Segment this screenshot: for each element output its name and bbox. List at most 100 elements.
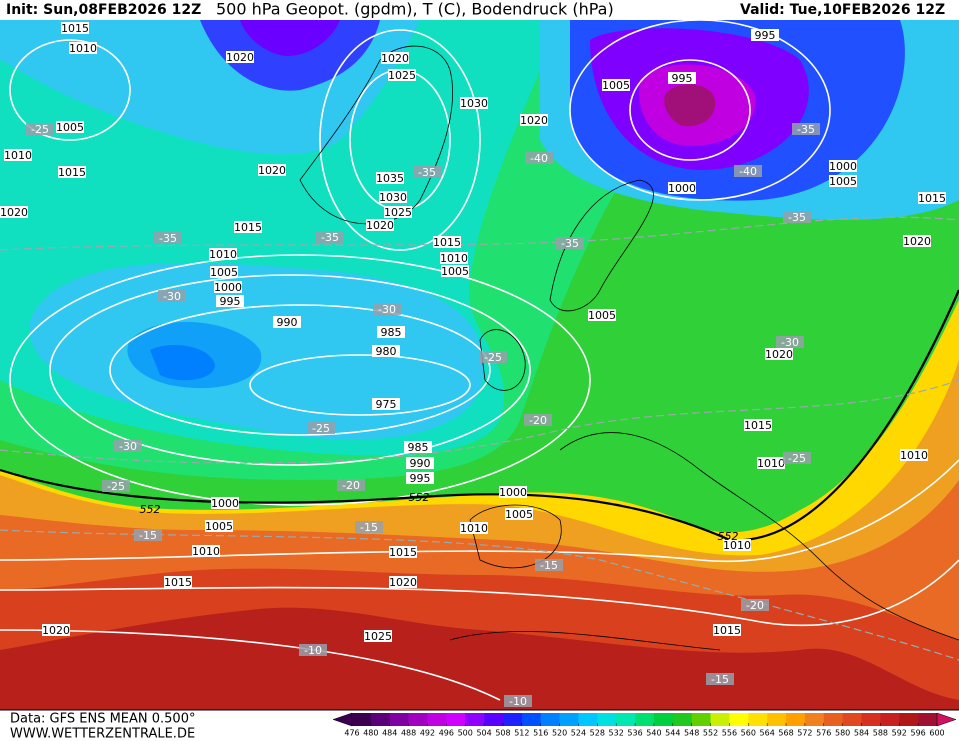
colorbar-swatch bbox=[502, 713, 523, 726]
isobar-label-bg bbox=[668, 182, 696, 194]
colorbar-label: 476 bbox=[344, 729, 359, 738]
isobar-label: 995 bbox=[220, 295, 241, 308]
temperature-label: -25 bbox=[31, 123, 49, 136]
temperature-label-bg bbox=[158, 290, 186, 302]
isobar-label-bg bbox=[744, 419, 772, 431]
isobar-label: 1015 bbox=[61, 22, 89, 35]
isobar-label: 1020 bbox=[381, 52, 409, 65]
colorbar-swatch bbox=[767, 713, 787, 726]
colorbar-label: 532 bbox=[609, 729, 624, 738]
colorbar-label: 544 bbox=[665, 729, 680, 738]
temperature-label: -35 bbox=[797, 123, 815, 136]
isobar-label: 1000 bbox=[829, 160, 857, 173]
isobar-label-bg bbox=[757, 457, 785, 469]
temperature-label-bg bbox=[299, 644, 327, 656]
temperature-label-bg bbox=[355, 521, 383, 533]
isobar-label-bg bbox=[765, 348, 793, 360]
isobar-label-bg bbox=[505, 508, 533, 520]
colorbar-swatch bbox=[748, 713, 768, 726]
isobar-label-bg bbox=[234, 221, 262, 233]
isobar-label: 995 bbox=[410, 472, 431, 485]
isobar-label: 1020 bbox=[389, 576, 417, 589]
colorbar-label: 552 bbox=[703, 729, 718, 738]
isobar-label-bg bbox=[384, 206, 412, 218]
colorbar-swatch bbox=[918, 713, 938, 726]
isobar-label-bg bbox=[751, 29, 779, 41]
isobar-label: 1000 bbox=[214, 281, 242, 294]
temperature-label-bg bbox=[26, 123, 54, 135]
isobar-label: 1005 bbox=[210, 266, 238, 279]
temperature-label-bg bbox=[134, 529, 162, 541]
temperature-label-bg bbox=[337, 479, 365, 491]
isobar-label: 995 bbox=[755, 29, 776, 42]
colorbar-label: 524 bbox=[571, 729, 586, 738]
isobar-label-bg bbox=[376, 172, 404, 184]
colorbar-label: 488 bbox=[401, 729, 416, 738]
colorbar-label: 564 bbox=[760, 729, 775, 738]
isobar-label-bg bbox=[389, 576, 417, 588]
colorbar-swatch bbox=[804, 713, 825, 726]
isobar-label: 1010 bbox=[192, 545, 220, 558]
isobar-label: 1010 bbox=[209, 248, 237, 261]
isobar-label: 1020 bbox=[0, 206, 28, 219]
colorbar-swatch bbox=[559, 713, 579, 726]
colorbar-arrow-left bbox=[332, 712, 353, 727]
isobar-label-bg bbox=[460, 97, 488, 109]
isobar-label: 1005 bbox=[588, 309, 616, 322]
isobar-label: 1020 bbox=[765, 348, 793, 361]
isobar-label-bg bbox=[42, 624, 70, 636]
isobar-label: 1020 bbox=[42, 624, 70, 637]
temperature-label: -10 bbox=[509, 695, 527, 708]
temperature-label: -35 bbox=[561, 237, 579, 250]
isobar-label: 1010 bbox=[900, 449, 928, 462]
site: WWW.WETTERZENTRALE.DE bbox=[10, 727, 195, 741]
colorbar-swatch bbox=[729, 713, 749, 726]
isobar-label-bg bbox=[668, 72, 696, 84]
temperature-label-bg bbox=[706, 673, 734, 685]
isobar-label-bg bbox=[388, 69, 416, 81]
isobar-label: 1005 bbox=[205, 520, 233, 533]
isobar-label: 1010 bbox=[460, 522, 488, 535]
colorbar-swatch bbox=[899, 713, 919, 726]
init-time: Init: Sun,08FEB2026 12Z bbox=[6, 2, 201, 18]
isobar-label: 1020 bbox=[258, 164, 286, 177]
colorbar-swatch bbox=[786, 713, 806, 726]
map-field bbox=[0, 20, 959, 710]
colorbar-swatch bbox=[710, 713, 730, 726]
colorbar-swatch bbox=[389, 713, 409, 726]
isobar-label: 1000 bbox=[211, 497, 239, 510]
isobar-label-bg bbox=[381, 52, 409, 64]
isobar-label-bg bbox=[433, 236, 461, 248]
colorbar-label: 576 bbox=[816, 729, 831, 738]
isobar-label-bg bbox=[379, 191, 407, 203]
isobar-label: 985 bbox=[381, 326, 402, 339]
height-contour bbox=[0, 289, 959, 542]
isobar-label-bg bbox=[404, 441, 432, 453]
isobar-label: 1010 bbox=[4, 149, 32, 162]
isobar-label-bg bbox=[210, 266, 238, 278]
colorbar-label: 540 bbox=[646, 729, 661, 738]
colorbar-swatch bbox=[427, 713, 447, 726]
isobar-label-bg bbox=[273, 316, 301, 328]
colorbar-label: 480 bbox=[363, 729, 378, 738]
isobar-label-bg bbox=[61, 22, 89, 34]
colorbar-label: 580 bbox=[835, 729, 850, 738]
isobar-label: 1025 bbox=[388, 69, 416, 82]
isobar-label: 1005 bbox=[602, 79, 630, 92]
isobar-label-bg bbox=[441, 265, 469, 277]
temperature-label: -35 bbox=[418, 166, 436, 179]
temperature-label: -35 bbox=[788, 211, 806, 224]
isobar-label-bg bbox=[829, 160, 857, 172]
isobar-label: 1010 bbox=[723, 539, 751, 552]
temperature-label: -15 bbox=[711, 673, 729, 686]
temperature-label-bg bbox=[556, 237, 584, 249]
colorbar-swatch bbox=[408, 713, 428, 726]
height-label: 552 bbox=[409, 491, 430, 504]
temperature-label: -30 bbox=[163, 290, 181, 303]
temperature-label: -15 bbox=[540, 559, 558, 572]
isobar-label-bg bbox=[389, 546, 417, 558]
temperature-label-bg bbox=[525, 152, 553, 164]
isobar-label: 1015 bbox=[234, 221, 262, 234]
